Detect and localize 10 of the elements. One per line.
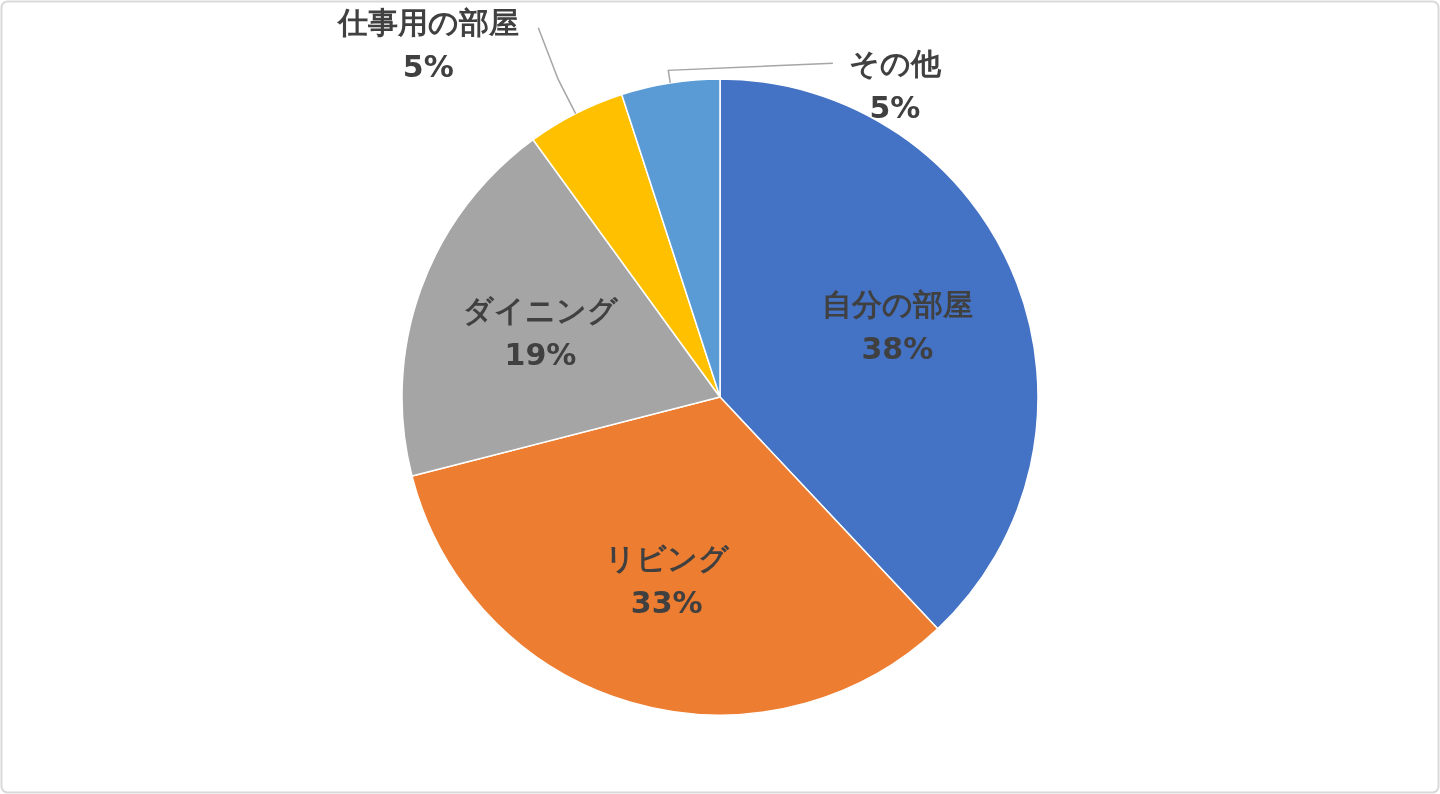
data-label: 5%: [869, 89, 921, 125]
data-label: 19%: [504, 336, 577, 372]
slice-label: 仕事用の部屋: [335, 5, 519, 41]
data-label: 33%: [630, 584, 703, 620]
slice-label: リビング: [604, 540, 730, 576]
data-label: 5%: [402, 49, 454, 85]
slice-label: ダイニング: [462, 292, 619, 328]
slice-label: 自分の部屋: [821, 287, 973, 323]
slice-label: その他: [848, 45, 942, 81]
data-label: 38%: [861, 331, 934, 367]
